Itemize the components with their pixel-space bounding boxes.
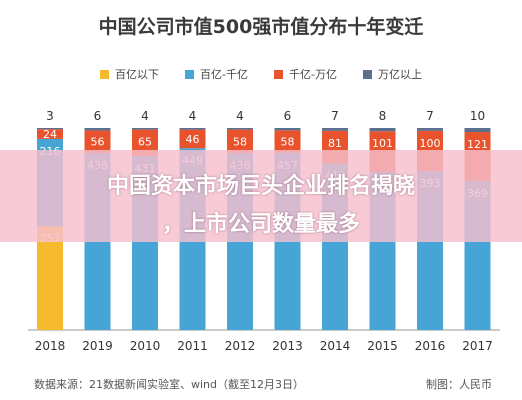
- x-tick-label: 2010: [130, 339, 161, 353]
- data-label: 81: [328, 137, 342, 150]
- legend-swatch: [185, 69, 195, 79]
- x-tick-label: 2017: [462, 339, 493, 353]
- bar-segment: [464, 128, 491, 133]
- data-label: 56: [91, 136, 105, 149]
- overlay-banner: [0, 150, 522, 242]
- x-tick-label: 2013: [272, 339, 303, 353]
- data-label: 24: [43, 128, 57, 141]
- bar-segment: [417, 128, 443, 131]
- bar-segment: [179, 129, 206, 149]
- legend: 百亿以下 百亿-千亿 千亿-万亿 万亿以上: [0, 66, 522, 82]
- data-label-top: 8: [379, 109, 387, 123]
- bar-segment: [369, 128, 396, 132]
- source-text: 数据来源：21数据新闻实验室、wind（截至12月3日）: [34, 378, 304, 391]
- bar-segment: [274, 130, 301, 153]
- x-tick-label: 2019: [82, 339, 113, 353]
- bar-segment: [37, 129, 63, 139]
- x-tick-label: 2018: [35, 339, 66, 353]
- legend-swatch: [274, 69, 283, 79]
- data-label: 46: [186, 133, 200, 146]
- data-label: 58: [233, 135, 247, 148]
- legend-item: 百亿以下: [100, 66, 159, 82]
- legend-label: 千亿-万亿: [289, 68, 337, 81]
- bar-segment: [227, 129, 253, 154]
- legend-label: 百亿-千亿: [200, 68, 248, 81]
- x-tick-label: 2012: [225, 339, 256, 353]
- legend-item: 万亿以上: [362, 66, 422, 82]
- bar-segment: [322, 128, 348, 131]
- legend-swatch: [100, 69, 110, 79]
- bar-segment: [37, 128, 63, 130]
- data-label-top: 10: [470, 109, 485, 123]
- data-label-top: 3: [46, 109, 54, 123]
- bar-segment: [227, 128, 253, 130]
- x-tick-label: 2014: [320, 339, 351, 353]
- legend-label: 百亿以下: [115, 68, 160, 81]
- data-label: 100: [420, 137, 441, 150]
- data-label-top: 7: [331, 109, 339, 123]
- legend-item: 千亿-万亿: [274, 66, 337, 82]
- data-label-top: 7: [426, 109, 434, 123]
- bar-segment: [179, 128, 206, 130]
- legend-swatch: [362, 69, 372, 79]
- x-tick-label: 2015: [367, 339, 398, 353]
- data-label-top: 4: [141, 109, 149, 123]
- legend-label: 万亿以上: [377, 68, 422, 81]
- data-label-top: 6: [284, 109, 292, 123]
- data-label-top: 4: [189, 109, 197, 123]
- bar-segment: [84, 130, 111, 154]
- data-label: 65: [138, 136, 152, 149]
- bar-segment: [84, 128, 111, 131]
- bar-segment: [37, 226, 63, 330]
- overlay-subheadline: ，上市公司数量最多: [161, 212, 360, 237]
- chart-title: 中国公司市值500强市值分布十年变迁: [98, 16, 424, 38]
- data-label-top: 6: [94, 109, 102, 123]
- author-text: 制图：人民币: [426, 378, 492, 391]
- legend-item: 百亿-千亿: [185, 66, 248, 82]
- x-tick-label: 2011: [177, 339, 208, 353]
- bar-segment: [132, 128, 158, 130]
- overlay-headline: 中国资本市场巨头企业排名揭晓: [106, 174, 415, 199]
- data-label: 58: [281, 136, 295, 149]
- data-label-top: 4: [236, 109, 244, 123]
- data-label: 121: [467, 138, 488, 151]
- x-tick-label: 2016: [415, 339, 446, 353]
- bar-segment: [274, 128, 301, 131]
- data-label: 101: [372, 137, 393, 150]
